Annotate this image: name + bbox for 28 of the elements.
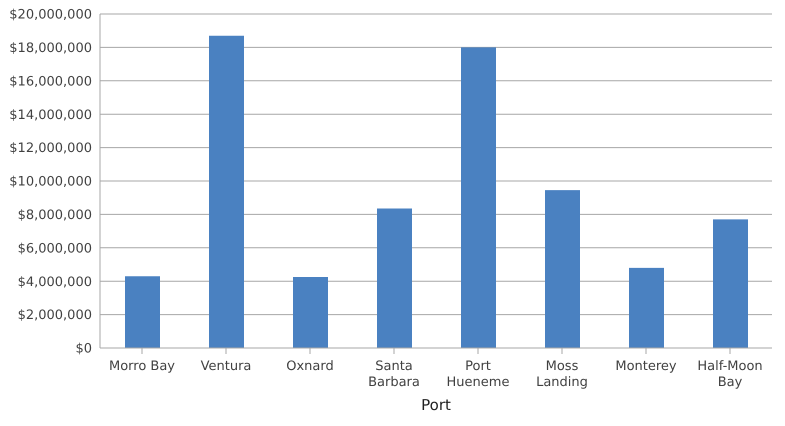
y-tick-label: $12,000,000 (9, 141, 92, 156)
x-tick-label: Morro Bay (108, 359, 176, 374)
x-tick-label: Moss Landing (536, 359, 588, 390)
y-tick-label: $6,000,000 (18, 241, 92, 256)
x-tick-label: Oxnard (286, 359, 334, 374)
x-tick-label: Santa Barbara (368, 359, 420, 390)
x-axis-title: Port (421, 396, 451, 414)
y-tick-label: $10,000,000 (9, 174, 92, 190)
y-tick-label: $16,000,000 (9, 74, 92, 90)
x-tick-label: Half-Moon Bay (697, 359, 763, 390)
y-tick-label: $14,000,000 (9, 108, 92, 123)
bar (125, 276, 160, 348)
y-tick-label: $4,000,000 (18, 274, 92, 290)
bar (377, 208, 412, 348)
bar (293, 277, 328, 348)
x-tick-label: Monterey (615, 359, 677, 374)
bar (713, 219, 748, 348)
y-tick-label: $0 (75, 342, 92, 357)
bar (545, 190, 580, 348)
y-tick-label: $8,000,000 (18, 208, 92, 224)
y-tick-label: $2,000,000 (18, 308, 92, 324)
bar (461, 47, 496, 348)
x-tick-label: Ventura (200, 359, 252, 374)
bar (209, 36, 244, 348)
y-tick-label: $20,000,000 (9, 8, 92, 23)
y-tick-label: $18,000,000 (9, 41, 92, 56)
bar (629, 268, 664, 348)
x-tick-label: Port Hueneme (446, 359, 510, 390)
